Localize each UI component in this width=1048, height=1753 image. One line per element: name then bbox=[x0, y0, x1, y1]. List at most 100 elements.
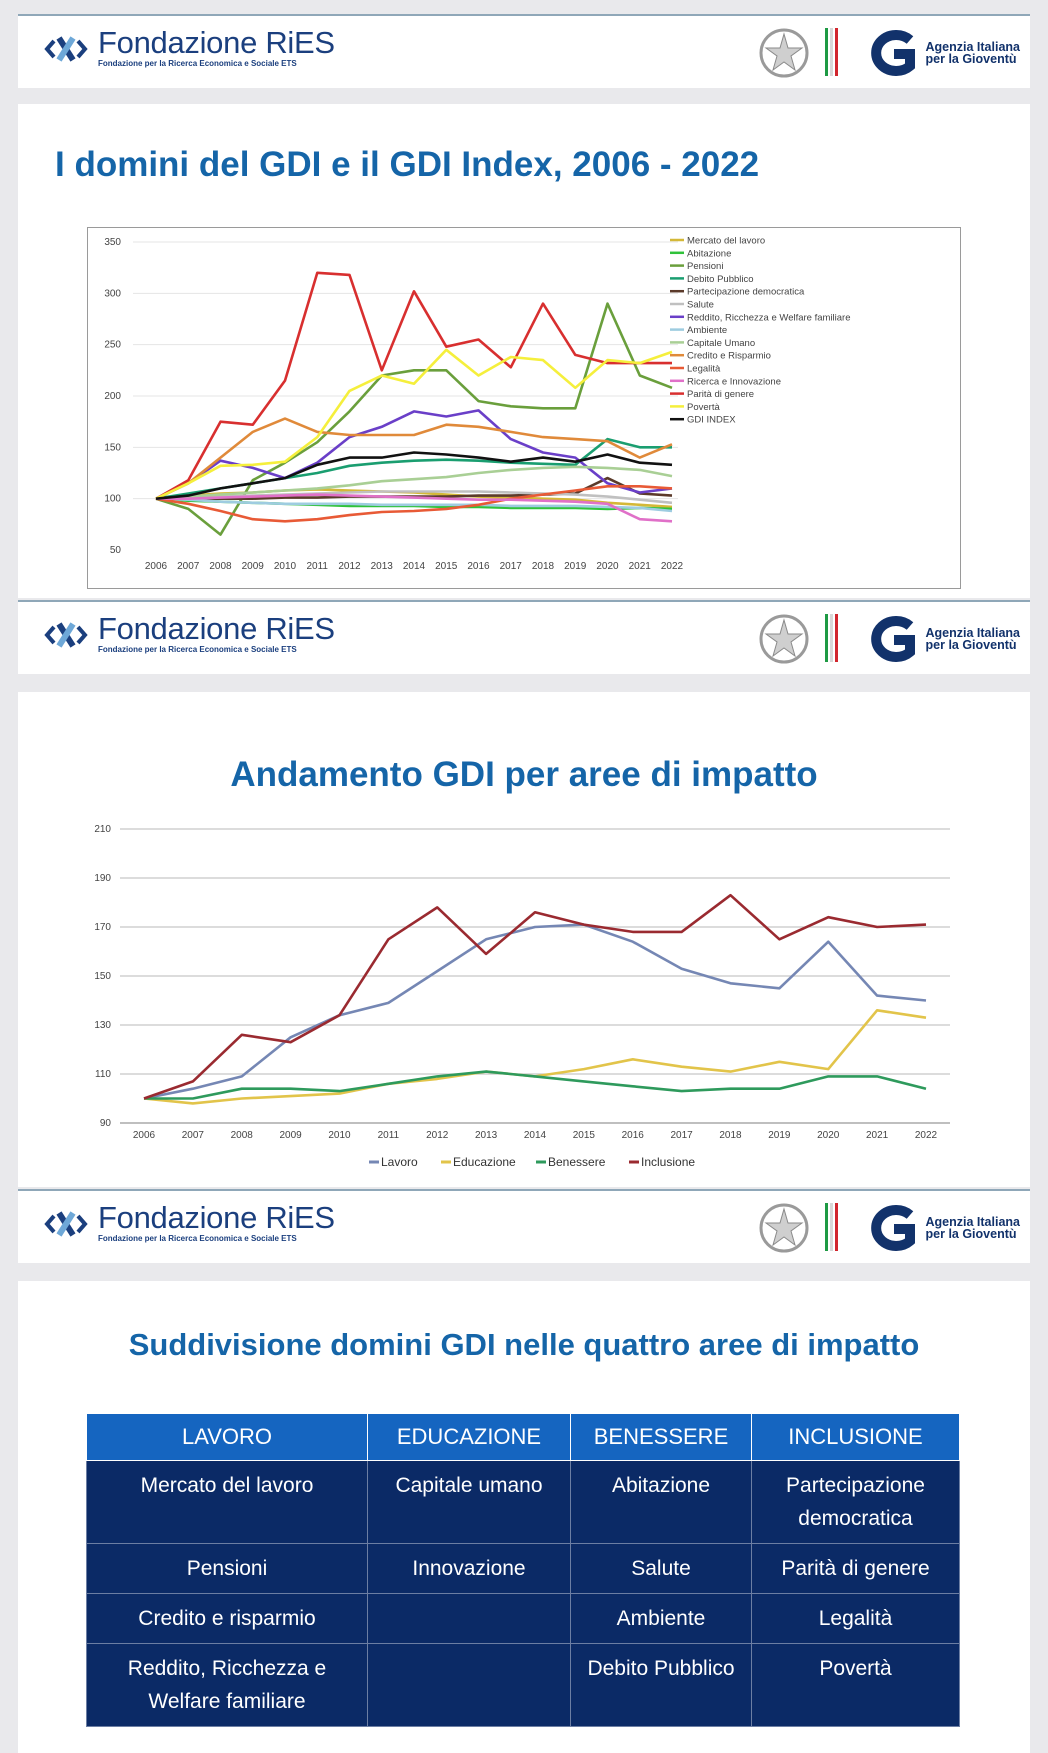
y-tick-label: 50 bbox=[110, 545, 122, 556]
ries-logo-icon bbox=[44, 35, 88, 62]
y-tick-label: 90 bbox=[100, 1118, 112, 1129]
italian-flag-icon bbox=[825, 28, 840, 76]
legend-label: Abitazione bbox=[687, 248, 731, 259]
legend-label: Inclusione bbox=[641, 1155, 695, 1169]
legend-label: Debito Pubblico bbox=[687, 274, 754, 285]
y-tick-label: 210 bbox=[94, 824, 111, 835]
x-tick-label: 2022 bbox=[915, 1130, 938, 1141]
y-tick-label: 130 bbox=[94, 1020, 111, 1031]
org-subtitle: Fondazione per la Ricerca Economica e So… bbox=[98, 1234, 297, 1243]
italian-emblem-icon bbox=[759, 28, 809, 78]
x-tick-label: 2006 bbox=[145, 561, 168, 572]
agency-line-2: per la Gioventù bbox=[925, 638, 1017, 652]
chart1-title: I domini del GDI e il GDI Index, 2006 - … bbox=[55, 145, 760, 184]
x-tick-label: 2020 bbox=[817, 1130, 840, 1141]
x-tick-label: 2011 bbox=[378, 1130, 400, 1141]
series-line-legalit- bbox=[155, 484, 673, 523]
x-tick-label: 2007 bbox=[177, 561, 200, 572]
x-tick-label: 2017 bbox=[671, 1130, 694, 1141]
x-tick-label: 2016 bbox=[622, 1130, 645, 1141]
x-tick-label: 2010 bbox=[328, 1130, 351, 1141]
agency-line-1: Agenzia Italiana bbox=[925, 1215, 1020, 1229]
x-tick-label: 2019 bbox=[768, 1130, 791, 1141]
x-tick-label: 2013 bbox=[371, 561, 394, 572]
x-tick-label: 2021 bbox=[629, 561, 652, 572]
agency-line-2: per la Gioventù bbox=[925, 1227, 1017, 1241]
table-row: Credito e risparmio Ambiente Legalità bbox=[86, 1593, 960, 1644]
legend-label: Educazione bbox=[453, 1155, 516, 1169]
aig-logo: Agenzia Italiana per la Gioventù bbox=[860, 616, 1020, 662]
table-cell: Credito e risparmio bbox=[86, 1593, 368, 1644]
y-tick-label: 100 bbox=[104, 494, 121, 505]
table-row: Reddito, Ricchezza e Welfare familiare D… bbox=[86, 1643, 960, 1727]
table-cell: Mercato del lavoro bbox=[86, 1460, 368, 1544]
x-tick-label: 2009 bbox=[242, 561, 265, 572]
agency-line-2: per la Gioventù bbox=[925, 52, 1017, 66]
y-tick-label: 150 bbox=[104, 442, 121, 453]
x-tick-label: 2006 bbox=[133, 1130, 156, 1141]
y-tick-label: 300 bbox=[104, 288, 121, 299]
org-name: Fondazione RiES bbox=[98, 611, 335, 646]
series-line-lavoro bbox=[143, 923, 927, 1100]
series-line-benessere bbox=[144, 1070, 927, 1100]
table-cell: Ambiente bbox=[570, 1593, 752, 1644]
x-tick-label: 2020 bbox=[596, 561, 619, 572]
table-cell: Pensioni bbox=[86, 1543, 368, 1594]
series-line-capitale-umano bbox=[155, 465, 673, 500]
header-benessere: BENESSERE bbox=[570, 1413, 752, 1461]
table-title: Suddivisione domini GDI nelle quattro ar… bbox=[128, 1327, 920, 1362]
series-line-gdi-index bbox=[155, 451, 673, 500]
x-tick-label: 2016 bbox=[467, 561, 490, 572]
agency-line-1: Agenzia Italiana bbox=[925, 626, 1020, 640]
table-row: Pensioni Innovazione Salute Parità di ge… bbox=[86, 1543, 960, 1594]
x-tick-label: 2018 bbox=[532, 561, 555, 572]
x-tick-label: 2017 bbox=[500, 561, 523, 572]
series-line-credito-e-risparmio bbox=[155, 417, 673, 500]
x-tick-label: 2019 bbox=[564, 561, 587, 572]
x-tick-label: 2014 bbox=[524, 1130, 547, 1141]
chart2-plot: 90 110 130 150 170 190 210 2006 2007 2008 2009 2010… bbox=[94, 824, 950, 1169]
italian-emblem-icon bbox=[759, 614, 809, 664]
x-tick-label: 2015 bbox=[435, 561, 458, 572]
legend-label: Credito e Risparmio bbox=[687, 351, 771, 362]
legend-label: Reddito, Ricchezza e Welfare familiare bbox=[687, 312, 851, 323]
table-cell: Salute bbox=[570, 1543, 752, 1594]
aig-logo: Agenzia Italiana per la Gioventù bbox=[860, 30, 1020, 76]
y-tick-label: 250 bbox=[104, 340, 121, 351]
legend-label: GDI INDEX bbox=[687, 415, 736, 426]
x-tick-label: 2012 bbox=[426, 1130, 449, 1141]
header-inclusione: INCLUSIONE bbox=[751, 1413, 960, 1461]
y-tick-label: 150 bbox=[94, 971, 111, 982]
org-name: Fondazione RiES bbox=[98, 1200, 335, 1235]
table-row: Mercato del lavoro Capitale umano Abitaz… bbox=[86, 1460, 960, 1544]
table-cell: Parità di genere bbox=[751, 1543, 960, 1594]
italian-emblem-icon bbox=[759, 1203, 809, 1253]
x-tick-label: 2012 bbox=[338, 561, 361, 572]
series-line-ambiente bbox=[155, 497, 673, 513]
header-bar: Fondazione RiES Fondazione per la Ricerc… bbox=[18, 1189, 1030, 1263]
header-bar: Fondazione RiES Fondazione per la Ricerc… bbox=[18, 14, 1030, 88]
table-cell: Innovazione bbox=[367, 1543, 571, 1594]
ries-logo: Fondazione RiES Fondazione per la Ricerc… bbox=[44, 1200, 335, 1244]
header-educazione: EDUCAZIONE bbox=[367, 1413, 571, 1461]
table-cell bbox=[367, 1593, 571, 1644]
x-tick-label: 2008 bbox=[209, 561, 232, 572]
header-lavoro: LAVORO bbox=[86, 1413, 368, 1461]
legend-label: Legalità bbox=[687, 364, 721, 375]
legend-label: Pensioni bbox=[687, 261, 723, 272]
ries-logo-icon bbox=[44, 1210, 88, 1237]
aig-logo-icon bbox=[870, 30, 915, 76]
x-tick-label: 2007 bbox=[182, 1130, 205, 1141]
x-tick-label: 2011 bbox=[306, 561, 328, 572]
table-cell: Reddito, Ricchezza e Welfare familiare bbox=[86, 1643, 368, 1727]
ries-logo: Fondazione RiES Fondazione per la Ricerc… bbox=[44, 611, 335, 655]
x-tick-label: 2014 bbox=[403, 561, 426, 572]
x-tick-label: 2008 bbox=[231, 1130, 254, 1141]
legend-label: Ricerca e Innovazione bbox=[687, 376, 781, 387]
legend-label: Parità di genere bbox=[687, 389, 754, 400]
x-tick-label: 2022 bbox=[661, 561, 684, 572]
legend-label: Salute bbox=[687, 300, 714, 311]
series-line-parit-di-genere bbox=[155, 271, 672, 500]
table-cell: Povertà bbox=[751, 1643, 960, 1727]
org-name: Fondazione RiES bbox=[98, 25, 335, 60]
